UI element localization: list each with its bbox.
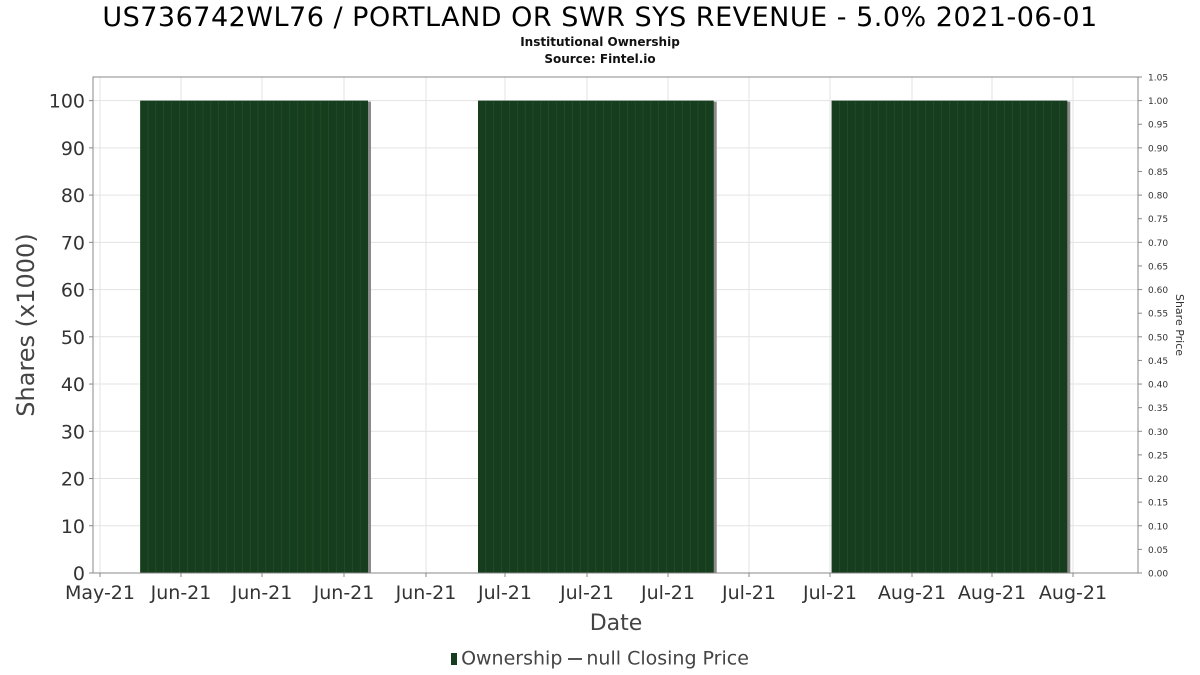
- y-tick-label: 20: [61, 469, 85, 491]
- x-tick-label: Jun-21: [313, 582, 375, 604]
- chart-title: US736742WL76 / PORTLAND OR SWR SYS REVEN…: [102, 2, 1098, 33]
- y-tick-label: 0: [73, 563, 85, 585]
- plot-frame: [92, 76, 1139, 574]
- y2-tick-label: 0.85: [1148, 168, 1168, 178]
- y2-tick-label: 0.90: [1148, 144, 1168, 154]
- y2-tick-label: 0.75: [1148, 215, 1168, 225]
- y2-tick-label: 0.30: [1148, 428, 1168, 438]
- x-tick-label: Aug-21: [1039, 582, 1107, 604]
- y2-tick-label: 0.10: [1148, 522, 1168, 532]
- y2-tick-label: 1.05: [1148, 74, 1168, 84]
- ownership-bar: [140, 100, 368, 573]
- chart-subtitle: Institutional Ownership: [520, 35, 680, 49]
- legend: Ownership null Closing Price: [0, 647, 1200, 670]
- x-tick-label: Jul-21: [802, 582, 857, 604]
- y2-tick-label: 0.65: [1148, 262, 1168, 272]
- y-tick-label: 70: [61, 232, 85, 254]
- y2-tick-label: 0.15: [1148, 499, 1168, 509]
- y2-tick-label: 1.00: [1148, 97, 1168, 107]
- y-tick-label: 60: [61, 280, 85, 302]
- y2-tick-label: 0.55: [1148, 310, 1168, 320]
- legend-price-label: null Closing Price: [586, 647, 749, 670]
- y-tick-label: 90: [61, 138, 85, 160]
- x-axis: May-21 Jun-21 Jun-21 Jun-21 Jun-21 Jul-21 Jul-…: [65, 573, 1107, 604]
- y2-tick-label: 0.45: [1148, 357, 1168, 367]
- y-tick-label: 10: [61, 516, 85, 538]
- x-tick-label: Jul-21: [559, 582, 614, 604]
- y2-tick-label: 0.60: [1148, 286, 1168, 296]
- y2-tick-label: 0.70: [1148, 239, 1168, 249]
- y2-tick-label: 0.00: [1148, 570, 1168, 580]
- y2-tick-label: 0.20: [1148, 475, 1168, 485]
- x-tick-label: Jul-21: [640, 582, 695, 604]
- legend-ownership-swatch: [451, 652, 458, 665]
- chart-source: Source: Fintel.io: [544, 52, 656, 66]
- y2-tick-label: 0.35: [1148, 404, 1168, 414]
- y2-axis-label: Share Price: [1173, 294, 1186, 356]
- y2-tick-label: 0.40: [1148, 381, 1168, 391]
- y-tick-label: 100: [49, 91, 85, 113]
- y2-tick-label: 0.05: [1148, 546, 1168, 556]
- x-tick-label: Jun-21: [231, 582, 293, 604]
- y-axis: 0 10 20 30 40 50 60 70 80 90 100: [49, 91, 93, 585]
- y-tick-label: 30: [61, 421, 85, 443]
- bar-group: [140, 100, 1071, 573]
- y2-axis: 0.00 0.05 0.10 0.15 0.20 0.25 0.30 0.35 0.40 0.45…: [1138, 74, 1168, 580]
- y-tick-label: 80: [61, 185, 85, 207]
- y2-tick-label: 0.95: [1148, 121, 1168, 131]
- y2-tick-label: 0.80: [1148, 192, 1168, 202]
- x-tick-label: Aug-21: [958, 582, 1026, 604]
- legend-price-line: [568, 657, 583, 660]
- x-tick-label: Aug-21: [878, 582, 946, 604]
- x-tick-label: Jun-21: [395, 582, 457, 604]
- y2-tick-label: 0.25: [1148, 451, 1168, 461]
- x-tick-label: May-21: [65, 582, 135, 604]
- y-tick-label: 50: [61, 327, 85, 349]
- y-tick-label: 40: [61, 374, 85, 396]
- x-tick-label: Jul-21: [477, 582, 532, 604]
- x-tick-label: Jul-21: [721, 582, 776, 604]
- y2-tick-label: 0.50: [1148, 333, 1168, 343]
- x-tick-label: Jun-21: [150, 582, 212, 604]
- y-axis-label: Shares (x1000): [12, 233, 40, 416]
- x-axis-label: Date: [590, 611, 643, 636]
- legend-ownership-label: Ownership: [461, 647, 563, 670]
